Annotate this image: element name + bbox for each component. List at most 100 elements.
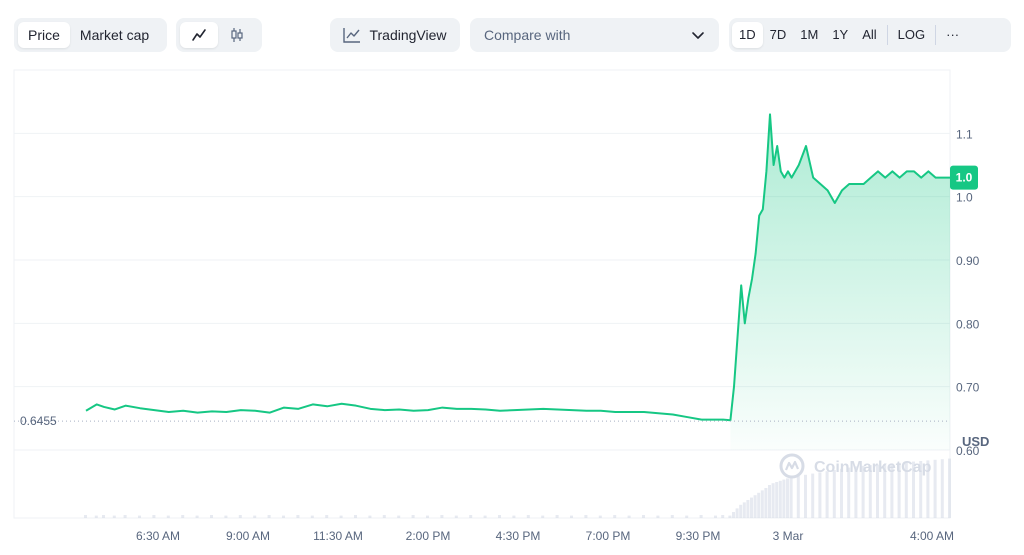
volume-bar: [811, 473, 815, 518]
volume-bar: [847, 467, 851, 518]
price-chart-area: 1.1 1.0 0.90 0.80 0.70 0.60 USD 6:30 AM 9:00 AM…: [0, 60, 1024, 550]
range-1d[interactable]: 1D: [732, 22, 763, 48]
current-price-badge: [950, 165, 978, 190]
range-1y[interactable]: 1Y: [832, 27, 849, 42]
toolbar-divider: [886, 25, 888, 45]
volume-bar: [883, 464, 887, 518]
volume-bar: [940, 459, 944, 518]
volume-bar: [210, 515, 213, 518]
price-type-toggle: Price Market cap: [14, 18, 167, 52]
y-tick-label: 0.60: [956, 444, 980, 458]
line-chart-button[interactable]: [180, 22, 218, 48]
volume-bar: [138, 515, 141, 518]
volume-bar: [181, 515, 185, 518]
volume-bar: [789, 477, 793, 518]
volume-bar: [325, 515, 329, 518]
tab-price[interactable]: Price: [18, 22, 70, 48]
volume-bar: [368, 515, 372, 518]
candlestick-button[interactable]: [218, 22, 256, 48]
volume-bar: [339, 515, 343, 518]
volume-bar: [584, 515, 588, 518]
open-price-label: 0.6455: [20, 414, 57, 428]
range-1m[interactable]: 1M: [800, 27, 819, 42]
more-options-button[interactable]: ···: [946, 27, 960, 42]
volume-bar: [426, 515, 429, 518]
y-axis-unit-label: USD: [962, 434, 989, 449]
volume-bar: [526, 515, 530, 518]
watermark: CoinMarketCap: [779, 453, 932, 479]
volume-bar: [750, 497, 753, 518]
volume-bar: [224, 515, 228, 518]
chart-style-toggle: [176, 18, 262, 52]
watermark-text: CoinMarketCap: [814, 459, 932, 476]
volume-bar: [354, 515, 357, 518]
x-tick-label: 4:00 AM: [910, 529, 954, 543]
volume-bar: [613, 515, 617, 518]
volume-bar: [757, 492, 761, 518]
tab-market-cap[interactable]: Market cap: [79, 27, 150, 43]
volume-bar: [764, 488, 768, 518]
volume-bar: [411, 515, 415, 518]
volume-bar: [238, 515, 242, 518]
volume-bar: [926, 460, 930, 518]
volume-bar: [771, 483, 775, 518]
volume-bar: [699, 515, 703, 518]
volume-bar: [382, 515, 386, 518]
volume-bar: [933, 459, 937, 518]
volume-bar: [195, 515, 199, 518]
price-line: [85, 113, 950, 422]
compare-with-label: Compare with: [484, 27, 571, 43]
tradingview-button[interactable]: TradingView: [330, 18, 460, 52]
volume-bar: [123, 515, 127, 518]
volume-bar: [825, 471, 829, 518]
volume-bar: [897, 462, 901, 518]
volume-bar: [919, 461, 923, 518]
range-7d[interactable]: 7D: [769, 27, 787, 42]
chart-toolbar: Price Market cap TradingView Compare wit…: [0, 0, 1024, 60]
compare-with-select[interactable]: Compare with: [470, 18, 719, 52]
volume-bar: [868, 465, 872, 518]
volume-bar: [714, 515, 717, 518]
range-all[interactable]: All: [862, 27, 877, 42]
volume-bar: [861, 465, 865, 518]
x-tick-label: 4:30 PM: [496, 529, 541, 543]
coinmarketcap-logo-icon: [779, 453, 805, 479]
volume-bar: [775, 482, 779, 518]
volume-bar: [782, 479, 786, 518]
y-tick-label: 1.0: [956, 191, 973, 205]
volume-bar: [739, 504, 743, 518]
volume-bar: [267, 515, 271, 518]
volume-bar: [656, 515, 660, 518]
volume-bar: [555, 515, 559, 518]
y-tick-label: 1.1: [956, 127, 973, 141]
current-price-label: 1.0: [956, 171, 973, 185]
volume-bar: [512, 515, 516, 518]
volume-bar: [721, 515, 725, 518]
volume-bar: [598, 515, 602, 518]
chevron-down-icon: [692, 32, 704, 39]
volume-bar: [746, 500, 750, 518]
y-tick-label: 0.80: [956, 317, 980, 331]
volume-bar: [732, 512, 735, 518]
volume-bar: [735, 508, 739, 518]
volume-bar: [296, 515, 300, 518]
x-tick-label: 11:30 AM: [313, 529, 363, 543]
volume-bar: [670, 515, 674, 518]
volume-bar: [796, 476, 800, 518]
volume-bar: [310, 515, 314, 518]
volume-bar: [440, 515, 444, 518]
time-range-toggle: 1D 7D 1M 1Y All LOG ···: [729, 18, 1011, 52]
volume-bar: [397, 515, 401, 518]
volume-bar: [876, 464, 879, 518]
volume-bar: [818, 472, 822, 518]
volume-bar: [786, 478, 789, 518]
volume-bar: [483, 515, 487, 518]
log-scale-button[interactable]: LOG: [897, 27, 926, 42]
y-tick-label: 0.70: [956, 381, 980, 395]
volume-bar: [152, 515, 156, 518]
volume-bar: [832, 470, 836, 518]
y-tick-label: 0.90: [956, 254, 980, 268]
volume-bar: [854, 466, 858, 518]
volume-bar: [102, 515, 105, 518]
